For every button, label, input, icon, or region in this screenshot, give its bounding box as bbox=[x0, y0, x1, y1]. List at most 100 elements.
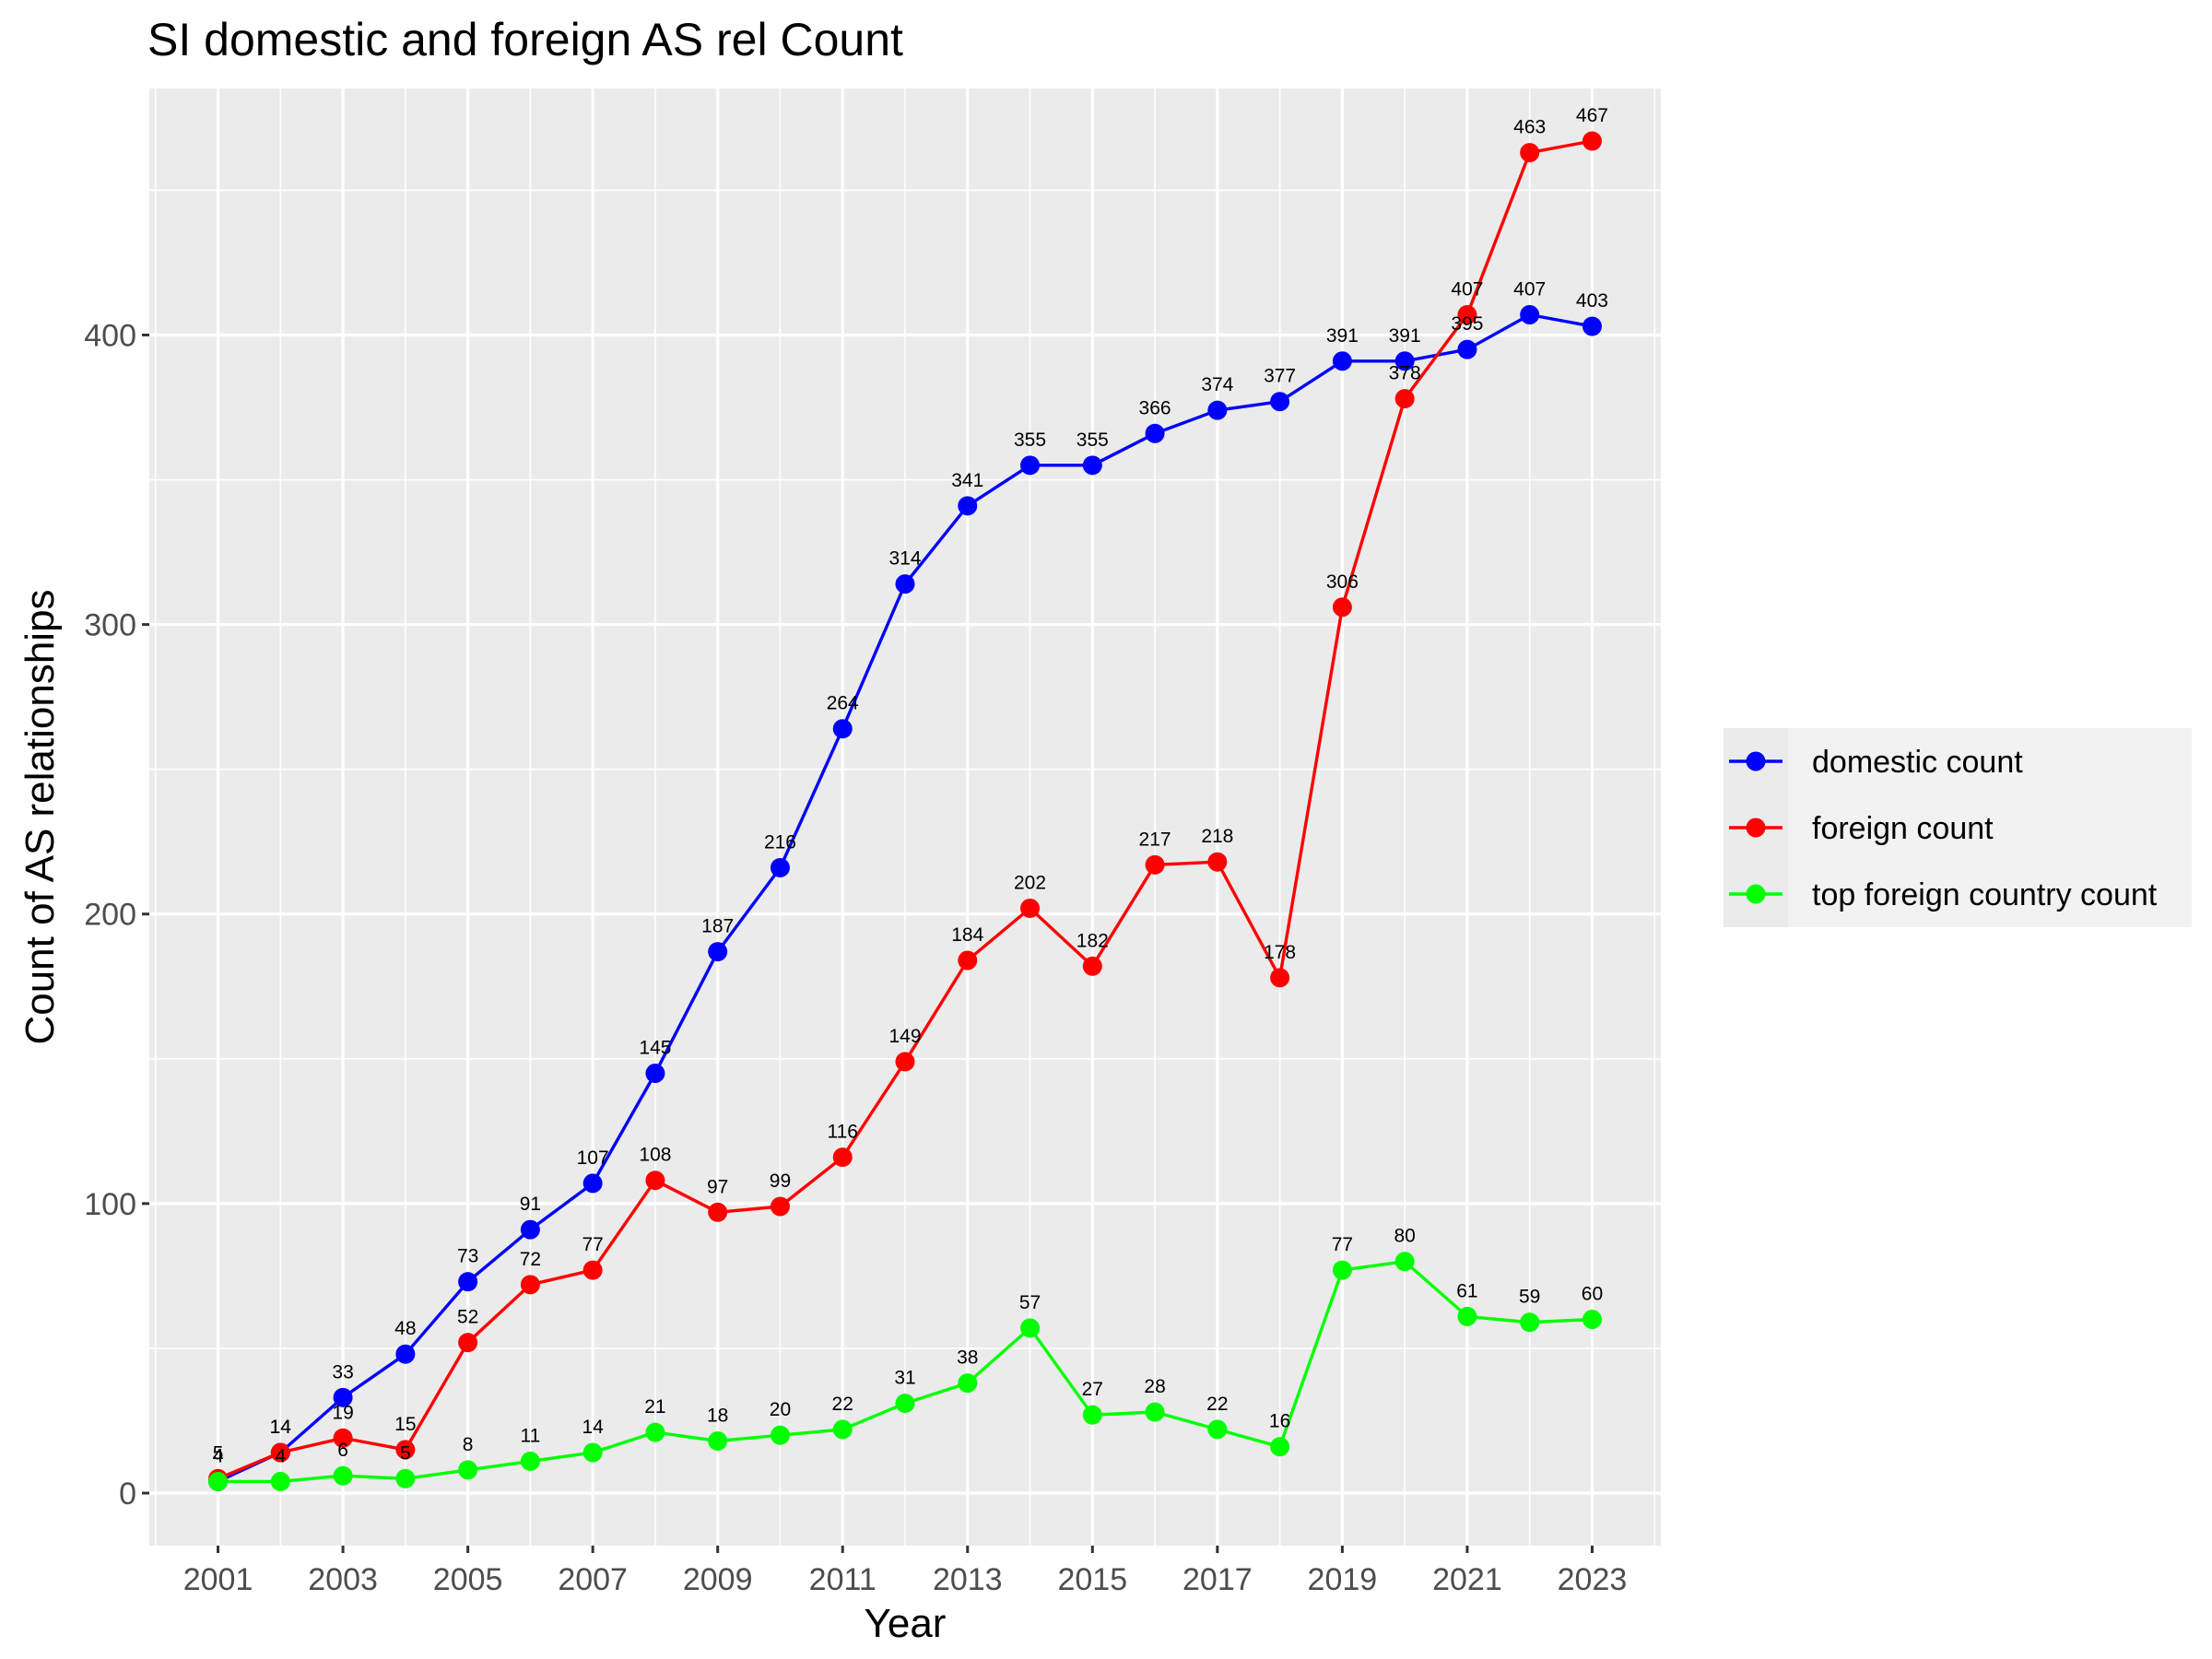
data-label: 463 bbox=[1513, 117, 1546, 138]
data-label: 5 bbox=[400, 1442, 411, 1464]
legend-label: top foreign country count bbox=[1812, 877, 2158, 912]
legend-key-point bbox=[1746, 818, 1766, 838]
y-tick-label: 400 bbox=[84, 318, 136, 353]
data-point bbox=[1145, 1402, 1165, 1422]
data-label: 218 bbox=[1201, 826, 1233, 847]
data-point bbox=[1520, 304, 1540, 324]
data-label: 184 bbox=[951, 924, 983, 946]
data-label: 355 bbox=[1077, 429, 1109, 451]
data-label: 38 bbox=[957, 1347, 978, 1369]
data-point bbox=[1520, 1312, 1540, 1333]
data-point bbox=[1332, 1260, 1352, 1280]
data-label: 77 bbox=[582, 1234, 603, 1255]
data-label: 377 bbox=[1264, 366, 1296, 387]
y-axis-title: Count of AS relationships bbox=[18, 589, 63, 1044]
data-point bbox=[1020, 455, 1041, 476]
data-point bbox=[582, 1260, 603, 1280]
x-axis: 2001 2003 2005 2007 2009 2011 2013 2015 2017 2019… bbox=[183, 1546, 1627, 1597]
data-label: 217 bbox=[1139, 829, 1171, 850]
data-point bbox=[770, 857, 790, 877]
x-tick-label: 2007 bbox=[558, 1562, 628, 1597]
y-tick-label: 100 bbox=[84, 1187, 136, 1222]
data-point bbox=[208, 1471, 229, 1491]
data-label: 59 bbox=[1519, 1287, 1540, 1308]
x-tick-label: 2009 bbox=[683, 1562, 753, 1597]
data-point bbox=[1582, 131, 1602, 151]
data-label: 31 bbox=[894, 1368, 915, 1389]
data-point bbox=[645, 1171, 665, 1191]
data-point bbox=[1394, 1252, 1415, 1272]
y-tick-label: 0 bbox=[119, 1477, 136, 1512]
data-label: 374 bbox=[1201, 374, 1233, 395]
data-point bbox=[645, 1422, 665, 1442]
data-point bbox=[1020, 1318, 1041, 1338]
data-label: 91 bbox=[520, 1194, 541, 1215]
data-label: 216 bbox=[764, 831, 796, 853]
data-label: 21 bbox=[644, 1396, 665, 1418]
data-label: 355 bbox=[1014, 429, 1046, 451]
data-label: 182 bbox=[1077, 930, 1109, 951]
x-tick-label: 2003 bbox=[308, 1562, 378, 1597]
legend-key-point bbox=[1746, 884, 1766, 904]
x-tick-label: 2021 bbox=[1432, 1562, 1502, 1597]
data-label: 145 bbox=[639, 1038, 671, 1059]
data-point bbox=[1582, 1310, 1602, 1330]
x-tick-label: 2005 bbox=[433, 1562, 503, 1597]
data-point bbox=[708, 1202, 728, 1222]
data-point bbox=[1145, 854, 1165, 875]
x-tick-label: 2001 bbox=[183, 1562, 253, 1597]
legend: domestic count foreign count top foreign c… bbox=[1724, 728, 2192, 927]
data-label: 20 bbox=[770, 1399, 791, 1420]
data-point bbox=[708, 1430, 728, 1451]
data-label: 202 bbox=[1014, 872, 1046, 893]
x-tick-label: 2019 bbox=[1308, 1562, 1378, 1597]
data-label: 14 bbox=[582, 1417, 604, 1438]
data-point bbox=[1457, 1306, 1477, 1326]
data-label: 61 bbox=[1456, 1280, 1477, 1301]
x-axis-title: Year bbox=[865, 1601, 947, 1646]
data-label: 107 bbox=[577, 1147, 609, 1169]
data-point bbox=[1332, 597, 1352, 618]
x-tick-label: 2013 bbox=[933, 1562, 1003, 1597]
data-label: 403 bbox=[1576, 290, 1608, 312]
data-point bbox=[333, 1387, 353, 1407]
y-tick-label: 200 bbox=[84, 898, 136, 933]
data-point bbox=[458, 1272, 478, 1292]
data-label: 407 bbox=[1513, 278, 1546, 300]
x-tick-label: 2015 bbox=[1057, 1562, 1127, 1597]
data-label: 116 bbox=[827, 1122, 857, 1143]
data-label: 16 bbox=[1269, 1411, 1290, 1432]
data-label: 391 bbox=[1389, 325, 1421, 347]
data-label: 341 bbox=[951, 470, 983, 491]
series-points-domestic-count bbox=[208, 304, 1602, 1491]
data-label: 6 bbox=[337, 1440, 348, 1461]
data-point bbox=[520, 1275, 540, 1295]
data-label: 14 bbox=[270, 1417, 292, 1438]
data-label: 48 bbox=[394, 1318, 416, 1339]
legend-label: foreign count bbox=[1812, 811, 1994, 846]
data-point bbox=[895, 574, 915, 594]
series-labels-top-foreign-country-count: 4 4 6 5 8 11 14 21 18 20 22 31 38 57 27 28 22 16 77 80 61 59 6… bbox=[213, 1226, 1603, 1467]
data-label: 22 bbox=[832, 1394, 853, 1415]
data-point bbox=[1207, 400, 1228, 420]
legend-label: domestic count bbox=[1812, 745, 2023, 780]
data-label: 14 bbox=[270, 1417, 292, 1438]
minor-gridlines bbox=[149, 88, 1661, 1546]
data-point bbox=[395, 1468, 416, 1488]
data-label: 306 bbox=[1326, 571, 1359, 593]
data-point bbox=[1145, 423, 1165, 443]
data-point bbox=[958, 496, 978, 516]
x-tick-label: 2017 bbox=[1182, 1562, 1253, 1597]
data-label: 264 bbox=[827, 693, 859, 714]
data-label: 149 bbox=[888, 1026, 921, 1047]
legend-background bbox=[1724, 728, 2192, 927]
data-point bbox=[1270, 1437, 1290, 1457]
data-label: 52 bbox=[457, 1307, 478, 1328]
data-point bbox=[770, 1425, 790, 1445]
data-point bbox=[582, 1173, 603, 1194]
data-point bbox=[1394, 389, 1415, 409]
data-label: 33 bbox=[332, 1361, 353, 1382]
data-point bbox=[520, 1219, 540, 1240]
